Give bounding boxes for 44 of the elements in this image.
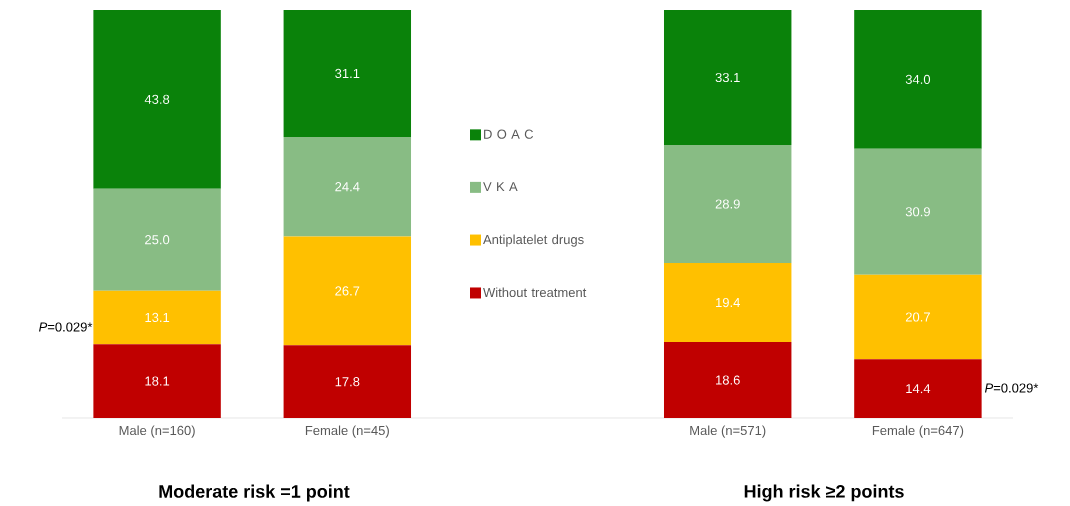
- bar: [283, 345, 412, 418]
- data-label: 19.4: [716, 297, 740, 308]
- bar: [663, 9, 792, 146]
- x-tick-label: Male (n=160): [119, 425, 195, 438]
- data-label: 18.1: [145, 376, 170, 386]
- legend-label: V K A: [483, 182, 518, 192]
- text: High risk ≥2 points: [744, 484, 904, 502]
- text: Moderate risk =1 point: [159, 484, 350, 502]
- bar: [93, 188, 221, 291]
- bar: [854, 274, 982, 360]
- bar: [93, 290, 221, 345]
- data-label: 18.6: [716, 375, 740, 385]
- annotation: P=0.029*: [39, 322, 93, 332]
- bar: [854, 9, 982, 149]
- legend-label: Without treatment: [483, 287, 587, 298]
- x-tick-label: Female (n=647): [872, 425, 964, 438]
- bar: [93, 9, 221, 189]
- x-tick-label: Male (n=571): [690, 425, 766, 438]
- data-label: 24.4: [335, 182, 360, 192]
- legend-label: Antiplatelet drugs: [483, 234, 584, 247]
- bar: [663, 145, 792, 263]
- bar: [854, 148, 982, 275]
- x-tick-label: Female (n=45): [305, 425, 389, 438]
- data-label: 30.9: [905, 207, 930, 217]
- bar: [663, 342, 792, 418]
- data-label: 31.1: [335, 68, 360, 79]
- bar: [93, 344, 221, 418]
- data-label: 33.1: [715, 72, 740, 83]
- data-label: 17.8: [335, 377, 360, 387]
- data-label: 28.9: [715, 199, 740, 209]
- bar: [283, 9, 412, 137]
- data-label: 34.0: [905, 74, 931, 84]
- bar: [663, 262, 792, 343]
- bar: [283, 136, 412, 237]
- annotation: P=0.029*: [984, 383, 1039, 393]
- legend-label: D O A C: [484, 129, 534, 139]
- data-label: 43.8: [144, 94, 170, 104]
- data-label: 14.4: [906, 384, 931, 394]
- data-label: 26.7: [335, 286, 360, 296]
- bar: [283, 236, 412, 346]
- data-label: 13.1: [145, 312, 170, 323]
- bar: [854, 359, 982, 418]
- data-label: 20.7: [905, 312, 930, 322]
- data-label: 25.0: [145, 235, 170, 245]
